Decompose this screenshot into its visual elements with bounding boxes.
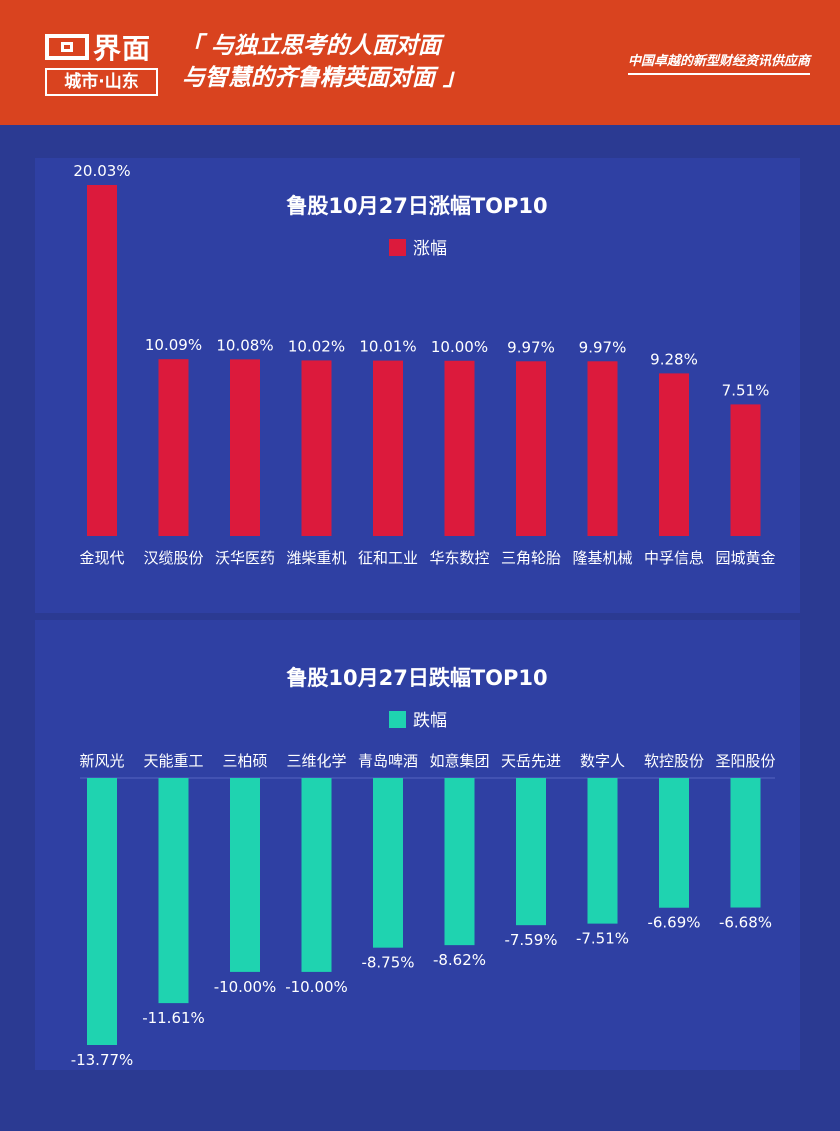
fall-bar [158,778,189,1004]
jiemian-logo: 界面 城市·山东 [45,30,160,98]
fall-bar [87,778,117,1045]
fall-value-label: -10.00% [214,978,277,996]
slogan-line-1: 「 与独立思考的人面对面 [180,33,442,59]
rise-category-label: 汉缆股份 [143,549,203,567]
fall-category-label: 软控股份 [644,752,704,770]
fall-value-label: -7.51% [576,930,629,948]
rise-value-label: 10.09% [145,336,202,354]
fall-bar [373,778,403,948]
fall-category-label: 如意集团 [429,752,489,770]
rise-value-label: 10.00% [431,338,488,356]
rise-category-label: 园城黄金 [715,549,775,567]
fall-bar [516,778,546,926]
fall-category-label: 圣阳股份 [715,752,775,770]
fall-value-label: -11.61% [142,1009,205,1027]
fall-bar [730,778,761,908]
fall-chart-panel: 鲁股10月27日跌幅TOP10 跌幅 -13.77% 新风光 -11.61% 天能重工 -1… [35,620,800,1070]
rise-value-label: 9.97% [579,338,627,356]
fall-value-label: -13.77% [71,1051,134,1069]
rise-category-label: 征和工业 [358,549,418,567]
rise-value-label: 20.03% [73,162,130,180]
rise-chart-title: 鲁股10月27日涨幅TOP10 [286,194,547,218]
rise-bar [444,360,475,536]
rise-chart: 鲁股10月27日涨幅TOP10 涨幅 20.03% 金现代 10.09% 汉缆股份 10.0… [73,162,775,567]
fall-bar [301,778,332,972]
rise-value-label: 9.28% [650,350,698,368]
fall-chart: 鲁股10月27日跌幅TOP10 跌幅 -13.77% 新风光 -11.61% 天能重工 -1… [71,666,776,1069]
fall-category-label: 新风光 [79,752,124,770]
logo-mark-icon [45,34,89,60]
fall-value-label: -6.68% [719,914,772,932]
rise-bar [301,360,332,536]
logo-subtitle: 城市·山东 [45,68,158,96]
rise-category-label: 金现代 [79,549,124,567]
fall-bar [230,778,260,972]
fall-bar [444,778,475,946]
rise-bar [373,360,403,536]
rise-legend-label: 涨幅 [413,239,447,259]
rise-category-label: 潍柴重机 [286,549,346,567]
fall-legend-label: 跌幅 [413,711,447,731]
fall-value-label: -6.69% [647,914,700,932]
rise-value-label: 10.02% [288,337,345,355]
rise-bar [587,361,618,536]
fall-value-label: -10.00% [285,978,348,996]
page-header: 界面 城市·山东 「 与独立思考的人面对面 与智慧的齐鲁精英面对面 」 中国卓越… [0,0,840,125]
fall-value-label: -8.62% [433,951,486,969]
slogan-line-2: 与智慧的齐鲁精英面对面 」 [182,65,467,91]
rise-value-label: 10.08% [216,336,273,354]
fall-category-label: 三柏硕 [222,752,267,770]
rise-legend-swatch [389,239,406,256]
rise-category-label: 中孚信息 [644,549,704,567]
fall-value-label: -8.75% [361,954,414,972]
rise-category-label: 三角轮胎 [501,549,561,567]
fall-chart-title: 鲁股10月27日跌幅TOP10 [286,666,547,690]
rise-bar [158,359,189,536]
rise-bar [730,404,761,536]
fall-category-label: 数字人 [580,752,625,770]
rise-bar [87,185,117,536]
fall-value-label: -7.59% [504,931,557,949]
rise-chart-panel: 鲁股10月27日涨幅TOP10 涨幅 20.03% 金现代 10.09% 汉缆股份 10.0… [35,158,800,613]
rise-value-label: 7.51% [722,381,770,399]
rise-bar [659,373,689,536]
fall-category-label: 天能重工 [143,752,203,770]
fall-legend-swatch [389,711,406,728]
rise-bar [230,359,260,536]
fall-category-label: 三维化学 [286,752,346,770]
fall-bar [659,778,689,908]
fall-category-label: 青岛啤酒 [358,752,418,770]
slogan: 「 与独立思考的人面对面 与智慧的齐鲁精英面对面 」 [180,30,466,94]
rise-category-label: 沃华医药 [215,549,275,567]
rise-value-label: 10.01% [359,338,416,356]
rise-bar [516,361,546,536]
fall-bar [587,778,618,924]
rise-category-label: 隆基机械 [572,549,632,567]
rise-category-label: 华东数控 [429,549,489,567]
tagline: 中国卓越的新型财经资讯供应商 [627,50,810,75]
rise-value-label: 9.97% [507,338,555,356]
fall-category-label: 天岳先进 [501,752,561,770]
logo-name: 界面 [93,32,152,65]
